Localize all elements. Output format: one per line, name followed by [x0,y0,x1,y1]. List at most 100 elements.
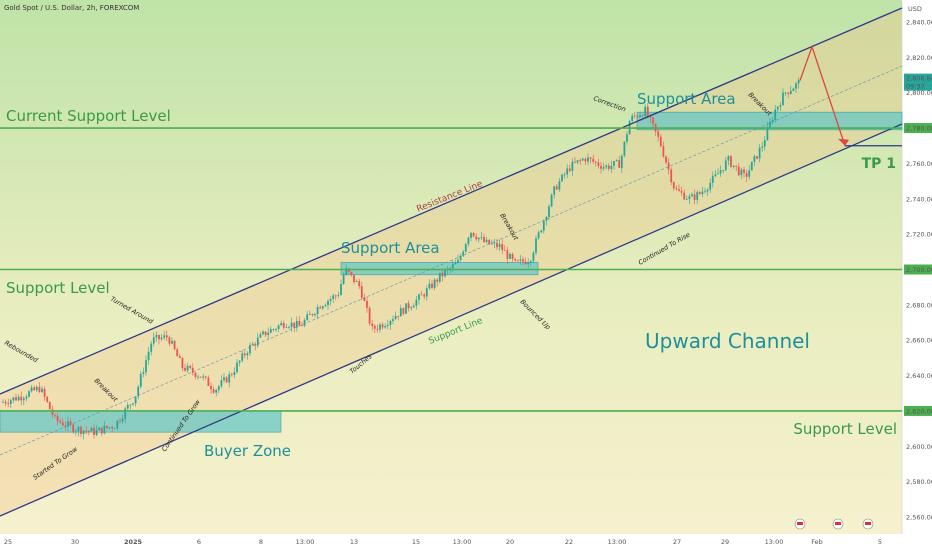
candle-body [667,162,670,170]
candle-body [402,308,405,314]
x-tick-label: 13:00 [608,538,627,546]
price-axis [902,0,932,550]
candle-body [678,189,680,192]
y-tick-label: 2,740.00 [906,195,932,203]
candle-body [4,401,7,404]
candle-body [77,427,80,432]
last-price-value: 2,806.84 [906,75,932,83]
candle-body [220,380,223,387]
candle-body [563,174,566,176]
flag-stripe-icon [835,522,841,525]
candle-body [202,376,205,378]
candle-body [212,389,215,393]
candle-body [267,332,270,336]
candle-body [108,427,111,428]
chart-title: Gold Spot / U.S. Dollar, 2h, FOREXCOM [4,4,140,12]
candle-body [672,182,675,189]
candle-body [727,156,730,161]
candle-body [163,335,166,338]
candle-body [623,141,626,156]
candle-body [82,430,85,435]
candle-body [298,320,301,326]
candle-body [165,335,168,338]
candle-body [490,243,493,245]
candle-body [111,427,114,429]
flag-stripe-icon [797,522,803,525]
candle-body [615,160,618,162]
y-tick-label: 2,700.00 [906,266,932,274]
candle-body [405,303,407,314]
candle-body [412,305,415,308]
candle-body [464,244,467,252]
candle-body [379,324,381,330]
candle-body [758,147,761,159]
candle-body [288,327,290,328]
candle-body [698,192,701,194]
candle-body [535,238,537,253]
candle-body [145,360,147,373]
candle-body [191,367,194,373]
candle-body [514,258,517,261]
candle-body [662,146,665,157]
candle-body [368,307,371,324]
candle-body [228,374,231,383]
candle-body [51,409,54,416]
x-tick-label: 22 [565,538,573,546]
candle-body [685,199,688,200]
support-area-label: Support Area [341,239,440,257]
candle-body [168,337,171,344]
candle-body [433,279,436,288]
support-line [0,123,903,517]
candle-body [516,260,519,262]
candle-body [743,169,745,173]
candle-body [33,387,36,391]
candle-body [126,405,129,409]
candle-body [657,131,660,137]
candle-body [61,422,64,426]
candle-body [238,360,241,363]
candle-body [745,172,748,177]
candle-body [636,116,639,118]
candle-body [644,106,647,116]
candle-body [381,324,384,328]
candle-body [251,343,254,346]
candle-body [67,421,69,427]
candle-body [558,181,561,190]
candle-body [43,388,46,397]
resistance-line [0,7,903,395]
x-tick-label: 13 [350,538,358,546]
candle-body [119,420,121,422]
candle-body [470,232,472,238]
candle-body [197,376,199,378]
current-support-label: Current Support Level [6,107,171,125]
candle-body [540,230,543,233]
candle-body [620,155,623,168]
candle-body [316,307,319,315]
candle-body [277,325,280,329]
candle-body [423,294,426,297]
candle-body [269,329,272,333]
candle-body [9,400,12,404]
candle-body [350,271,353,275]
support-level-label-right: Support Level [793,420,897,438]
candle-body [332,295,335,299]
upward-channel-label: Upward Channel [645,329,810,353]
candle-body [371,323,374,326]
candle-body [116,420,119,429]
candle-body [428,283,431,289]
candle-body [152,337,155,344]
candle-body [784,92,787,94]
candle-body [693,194,696,200]
last-price-tag [904,73,932,91]
candle-body [98,427,101,431]
candle-body [319,307,322,309]
candle-body [709,182,712,190]
candle-body [503,250,506,251]
candle-body [498,244,501,248]
candle-body [358,281,361,287]
x-tick-label: 13:00 [765,538,784,546]
projection-arrow [799,44,846,146]
candle-body [769,121,771,128]
candle-body [722,170,725,171]
